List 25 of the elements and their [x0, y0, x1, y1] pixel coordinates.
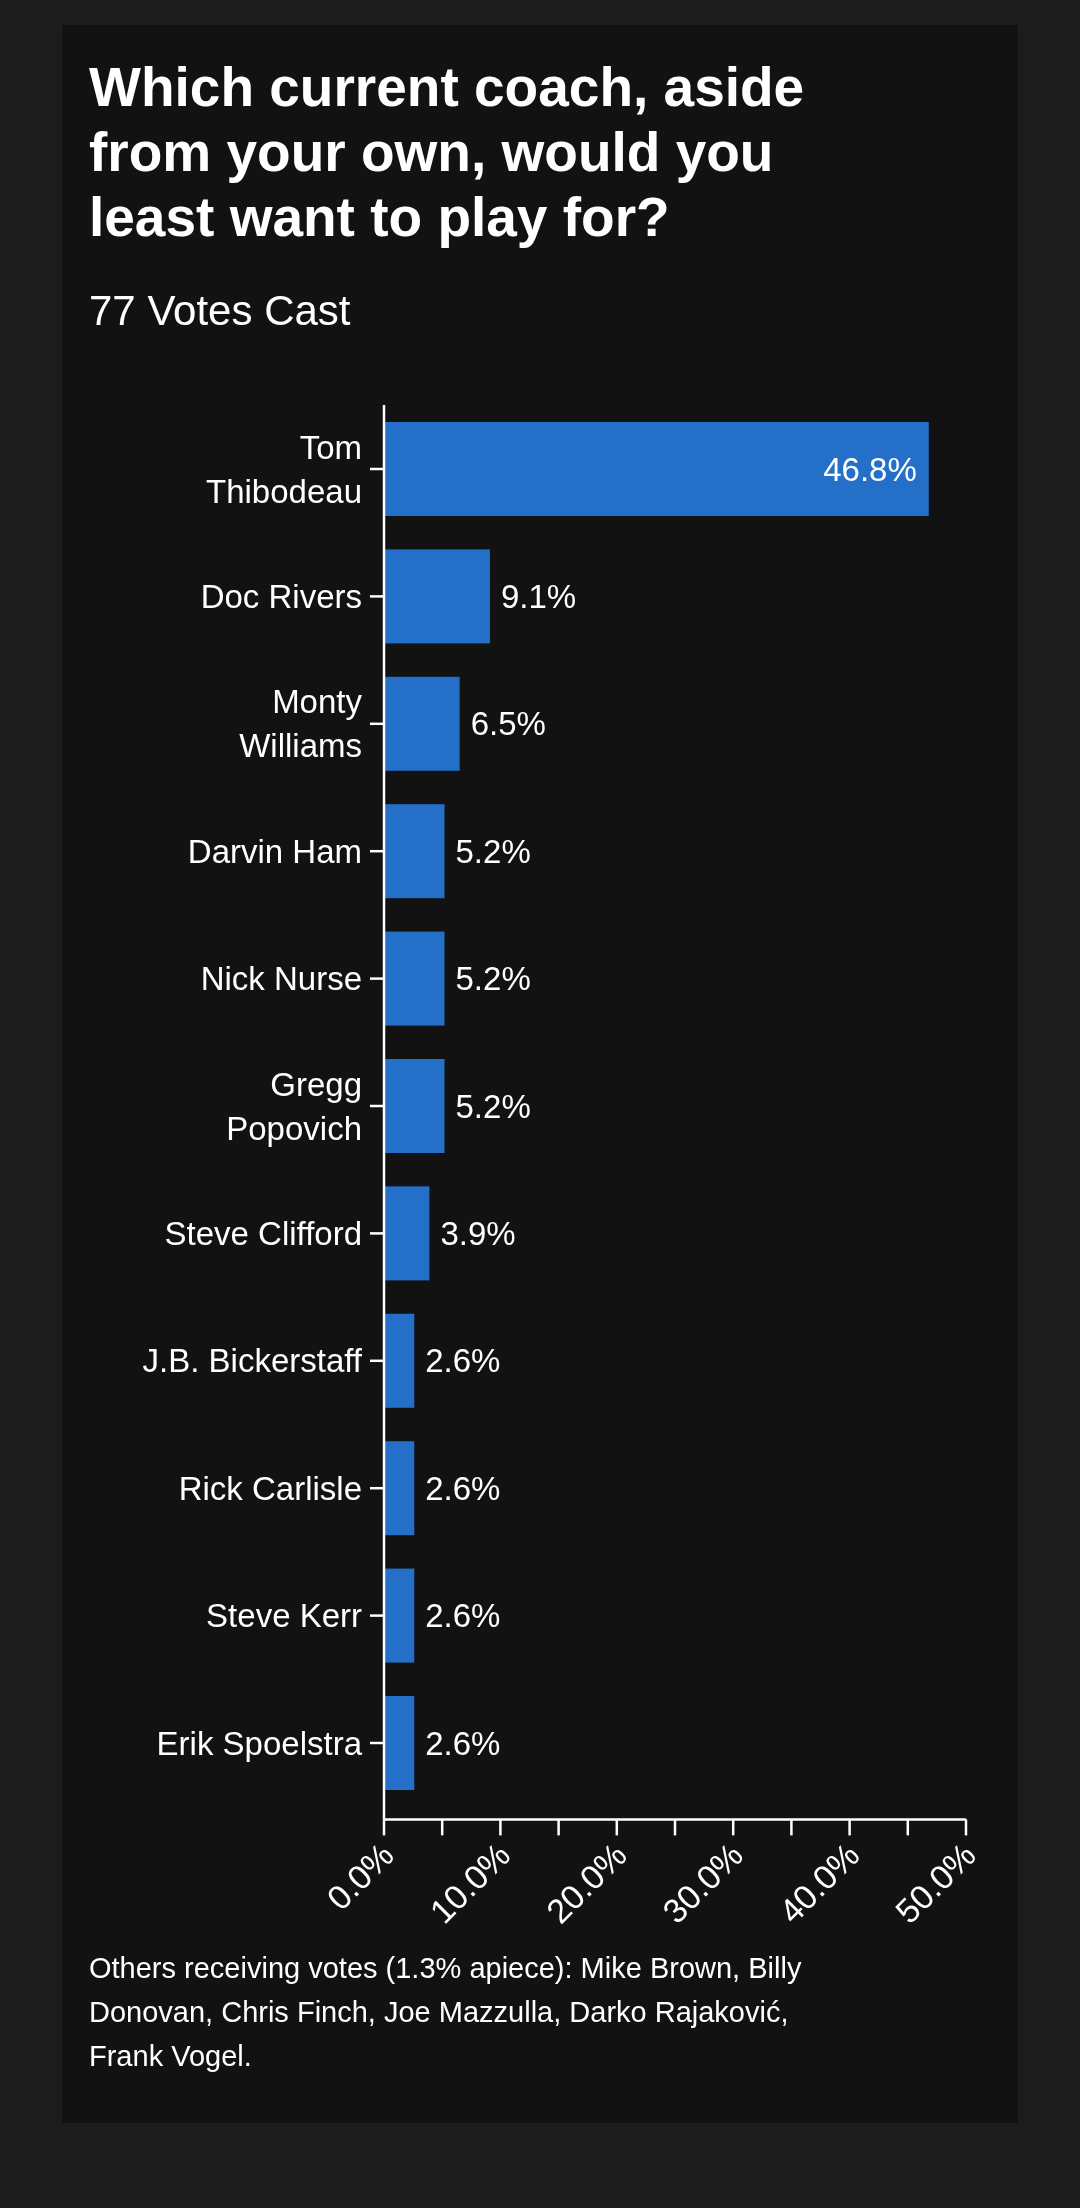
y-tick-label: Erik Spoelstra: [156, 1724, 363, 1762]
data-label: 6.5%: [470, 705, 546, 743]
y-tick-label: Nick Nurse: [200, 960, 362, 998]
chart-subtitle: 77 Votes Cast: [89, 287, 351, 334]
y-tick-label: Steve Clifford: [164, 1214, 362, 1252]
y-tick-label: Doc Rivers: [200, 577, 362, 615]
data-label: 3.9%: [440, 1214, 516, 1252]
data-label: 5.2%: [455, 960, 531, 998]
data-label: 2.6%: [425, 1724, 501, 1762]
chart-title: Which current coach, aside from your own, would you least want to play for?: [89, 56, 805, 248]
y-tick-label: Monty Williams: [239, 683, 363, 765]
data-label: 2.6%: [425, 1597, 501, 1635]
data-label: 5.2%: [455, 1087, 531, 1125]
text: Others receiving votes (1.3% apiece): Mike Brown, Billy Donovan, Chris Finch, Joe Mazzulla, Darko Rajaković, Frank Vogel.: [89, 1952, 802, 2072]
data-label: 2.6%: [425, 1342, 501, 1380]
y-tick-label: Darvin Ham: [187, 832, 362, 870]
y-tick-label: Tom Thibodeau: [206, 428, 362, 510]
data-label: 5.2%: [455, 832, 531, 870]
data-label: 46.8%: [823, 450, 917, 488]
y-tick-label: Gregg Popovich: [226, 1065, 362, 1147]
data-label: 2.6%: [425, 1469, 501, 1507]
y-tick-label: Rick Carlisle: [178, 1469, 362, 1507]
data-label: 9.1%: [500, 577, 577, 615]
y-tick-label: Steve Kerr: [206, 1597, 362, 1635]
y-tick-label: J.B. Bickerstaff: [142, 1342, 363, 1380]
